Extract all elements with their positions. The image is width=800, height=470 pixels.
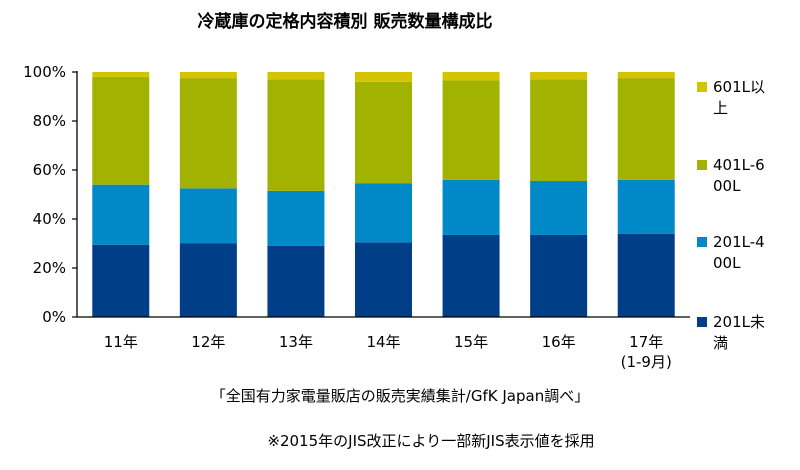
x-tick-label: 17年(1-9月) bbox=[621, 333, 672, 371]
jis-footnote: ※2015年のJIS改正により一部新JIS表示値を採用 bbox=[267, 432, 594, 450]
x-tick-label: 16年 bbox=[542, 333, 576, 351]
x-axis: 11年 12年 13年 14年 15年 16年 17年(1-9月) bbox=[77, 316, 690, 371]
y-tick-label: 80% bbox=[33, 112, 66, 130]
bar-segment-4-5 bbox=[442, 72, 500, 81]
bar-segment-1-2 bbox=[179, 243, 237, 317]
legend-label: 201L未満 bbox=[713, 313, 765, 352]
bar-segment-3-6 bbox=[530, 79, 588, 182]
bar-segment-4-4 bbox=[355, 72, 412, 82]
bar-segment-4-1 bbox=[92, 72, 150, 77]
legend: 601L以上 401L-6 00L 201L-4 00L 201L未満 bbox=[697, 78, 765, 352]
legend-swatch bbox=[697, 317, 707, 327]
bar-segment-3-7 bbox=[617, 78, 675, 180]
bar-segment-3-3 bbox=[267, 79, 325, 191]
y-tick-label: 100% bbox=[23, 63, 66, 81]
bar-segment-1-4 bbox=[355, 242, 412, 317]
x-tick-label: 11年 bbox=[104, 333, 138, 351]
bar-segment-4-3 bbox=[267, 72, 325, 80]
x-tick-label: 13年 bbox=[279, 333, 313, 351]
bar-segment-1-1 bbox=[92, 244, 150, 317]
bar-segment-2-3 bbox=[267, 190, 325, 246]
legend-swatch bbox=[697, 160, 707, 170]
legend-swatch bbox=[697, 82, 707, 92]
bar-segment-3-2 bbox=[179, 78, 237, 189]
source-note: 「全国有力家電量販店の販売実績集計/GfK Japan調べ」 bbox=[211, 387, 589, 405]
bar-segment-2-5 bbox=[442, 179, 500, 235]
y-tick-label: 40% bbox=[33, 210, 66, 228]
bar-segment-2-4 bbox=[355, 183, 412, 243]
bar-segment-2-7 bbox=[617, 179, 675, 234]
bar-segment-3-5 bbox=[442, 80, 500, 180]
bar-segment-4-7 bbox=[617, 72, 675, 79]
bar-segment-4-2 bbox=[179, 72, 237, 79]
legend-label: 401L-6 00L bbox=[713, 156, 765, 195]
bar-segment-2-6 bbox=[530, 181, 588, 235]
y-axis: 0% 20% 40% 60% 80% 100% bbox=[23, 63, 78, 326]
bar-segment-1-6 bbox=[530, 234, 588, 317]
legend-label: 201L-4 00L bbox=[713, 233, 765, 272]
y-tick-label: 60% bbox=[33, 161, 66, 179]
chart-title: 冷蔵庫の定格内容積別 販売数量構成比 bbox=[198, 11, 493, 32]
legend-label: 601L以上 bbox=[713, 78, 765, 117]
bar-segment-2-1 bbox=[92, 184, 150, 245]
bar-segment-2-2 bbox=[179, 188, 237, 244]
bar-segment-1-3 bbox=[267, 245, 325, 317]
bar-segment-3-1 bbox=[92, 76, 150, 185]
bar-area bbox=[92, 72, 675, 317]
x-tick-label: 15年 bbox=[454, 333, 488, 351]
bar-segment-3-4 bbox=[355, 81, 412, 184]
bar-segment-1-5 bbox=[442, 234, 500, 317]
x-tick-label: 14年 bbox=[366, 333, 400, 351]
legend-swatch bbox=[697, 237, 707, 247]
y-tick-label: 20% bbox=[33, 259, 66, 277]
bar-segment-1-7 bbox=[617, 233, 675, 317]
x-tick-label: 12年 bbox=[191, 333, 225, 351]
bar-segment-4-6 bbox=[530, 72, 588, 80]
y-tick-label: 0% bbox=[42, 308, 66, 326]
